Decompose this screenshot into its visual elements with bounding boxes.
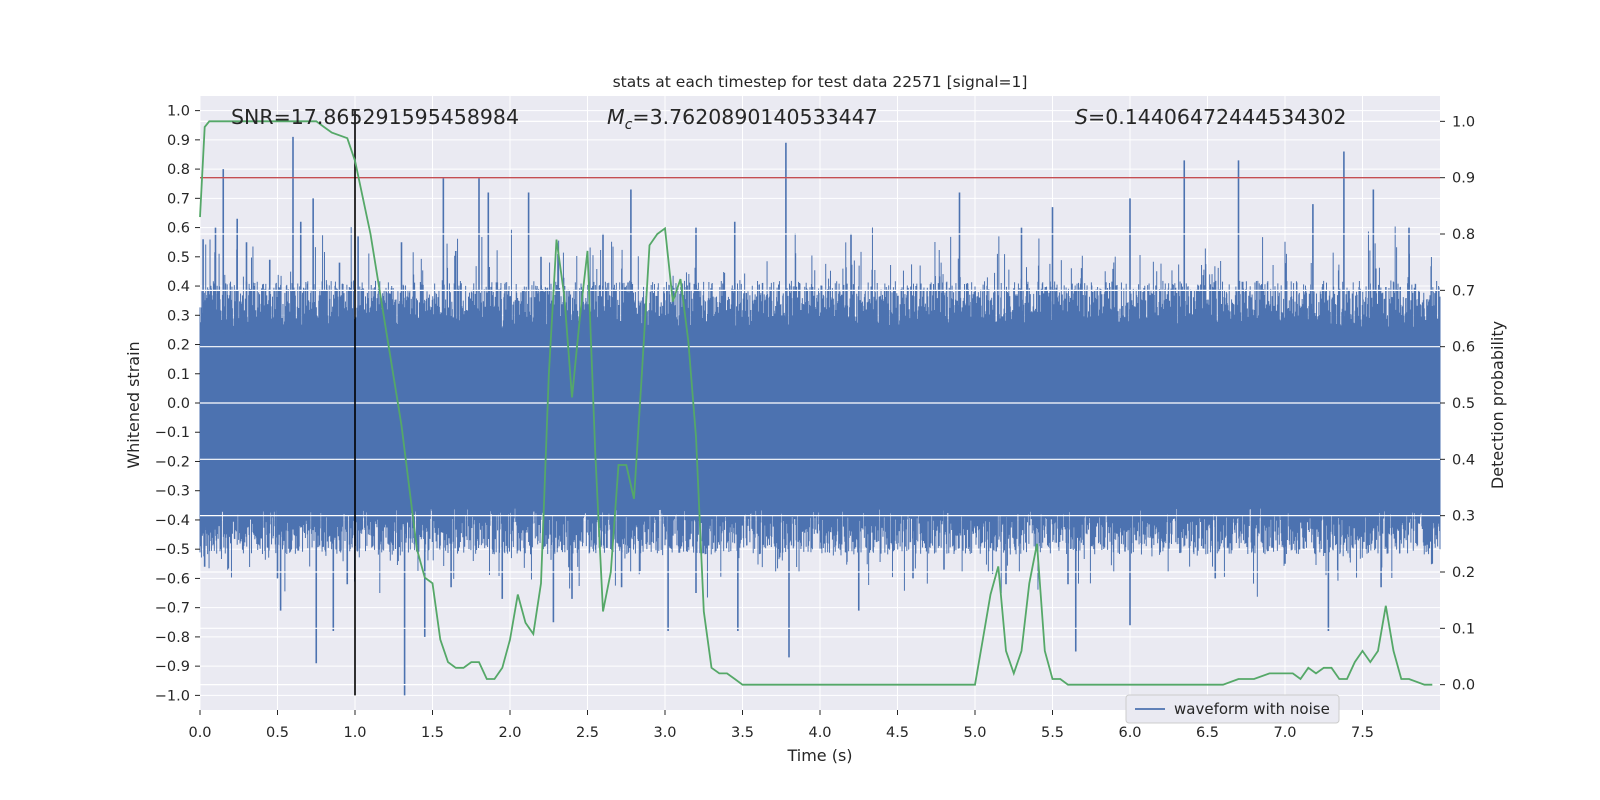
legend-waveform-label: waveform with noise (1174, 700, 1330, 718)
snr-annotation: SNR=17.865291595458984 (231, 105, 519, 129)
x-tick-label: 0.0 (188, 725, 211, 741)
y-left-tick-label: −1.0 (155, 688, 190, 704)
y-right-tick-label: 1.0 (1452, 114, 1475, 130)
y-left-tick-label: 0.5 (167, 250, 190, 266)
y-left-tick-label: 0.0 (167, 396, 190, 412)
y-left-tick-label: −0.6 (155, 571, 190, 587)
chirp-mass-value: =3.7620890140533447 (632, 105, 877, 129)
x-tick-label: 1.0 (343, 725, 366, 741)
y-right-axis-ticks: 1.0 0.9 0.8 0.7 0.6 0.5 0.4 0.3 0.2 0.1 0.0 (1440, 114, 1475, 694)
x-tick-label: 7.5 (1351, 725, 1374, 741)
y-left-tick-label: −0.3 (155, 484, 190, 500)
s-annotation: S=0.14406472444534302 (1075, 105, 1346, 129)
y-left-tick-label: −0.2 (155, 454, 190, 470)
y-left-tick-label: −0.7 (155, 601, 190, 617)
y-left-axis-ticks: 1.0 0.9 0.8 0.7 0.6 0.5 0.4 0.3 0.2 0.1 0.0 −0.1 −0.… (155, 104, 200, 704)
waveform-core (200, 332, 1440, 500)
y-right-axis-label: Detection probability (1488, 321, 1507, 489)
x-axis-label: Time (s) (786, 746, 852, 765)
x-tick-label: 6.0 (1118, 725, 1141, 741)
detection-probability-line (199, 120, 1433, 686)
legend: waveform with noise (1125, 694, 1340, 724)
y-right-tick-label: 0.0 (1452, 678, 1475, 694)
x-tick-label: 5.5 (1041, 725, 1064, 741)
s-symbol: S (1075, 105, 1088, 129)
legend-box (1125, 694, 1340, 724)
y-left-tick-label: −0.5 (155, 542, 190, 558)
y-right-tick-label: 0.6 (1452, 340, 1475, 356)
y-left-tick-label: −0.1 (155, 425, 190, 441)
x-tick-label: 3.5 (731, 725, 754, 741)
x-tick-label: 2.0 (498, 725, 521, 741)
x-tick-label: 2.5 (576, 725, 599, 741)
y-left-tick-label: 0.7 (167, 191, 190, 207)
y-left-tick-label: −0.4 (155, 513, 190, 529)
y-right-tick-label: 0.1 (1452, 621, 1475, 637)
y-left-tick-label: 1.0 (167, 104, 190, 120)
y-left-tick-label: −0.9 (155, 659, 190, 675)
x-tick-label: 4.0 (808, 725, 831, 741)
y-left-tick-label: 0.6 (167, 221, 190, 237)
y-left-tick-label: 0.1 (167, 367, 190, 383)
y-left-tick-label: 0.9 (167, 133, 190, 149)
x-axis-ticks: 0.0 0.5 1.0 1.5 2.0 2.5 3.0 3.5 4.0 4.5 5.0 5.5 6.0 6… (188, 710, 1374, 741)
y-right-tick-label: 0.5 (1452, 396, 1475, 412)
x-tick-label: 4.5 (886, 725, 909, 741)
y-left-axis-label: Whitened strain (124, 341, 143, 468)
chirp-mass-subscript: c (625, 117, 633, 133)
y-left-tick-label: 0.4 (167, 279, 190, 295)
chirp-mass-annotation: Mc=3.7620890140533447 (607, 105, 878, 133)
s-value: =0.14406472444534302 (1088, 105, 1346, 129)
y-left-tick-label: −0.8 (155, 630, 190, 646)
x-tick-label: 0.5 (266, 725, 289, 741)
y-right-tick-label: 0.8 (1452, 227, 1475, 243)
x-tick-label: 7.0 (1273, 725, 1296, 741)
y-right-tick-label: 0.2 (1452, 565, 1475, 581)
y-right-tick-label: 0.4 (1452, 452, 1475, 468)
x-tick-label: 5.0 (963, 725, 986, 741)
y-left-tick-label: 0.2 (167, 338, 190, 354)
y-right-tick-label: 0.3 (1452, 509, 1475, 525)
x-tick-label: 6.5 (1196, 725, 1219, 741)
y-right-tick-label: 0.7 (1452, 283, 1475, 299)
x-tick-label: 3.0 (653, 725, 676, 741)
x-tick-label: 1.5 (421, 725, 444, 741)
y-right-tick-label: 0.9 (1452, 171, 1475, 187)
chirp-mass-symbol: M (607, 105, 625, 129)
chart-title: stats at each timestep for test data 225… (613, 73, 1028, 91)
y-left-tick-label: 0.3 (167, 308, 190, 324)
y-left-tick-label: 0.8 (167, 162, 190, 178)
